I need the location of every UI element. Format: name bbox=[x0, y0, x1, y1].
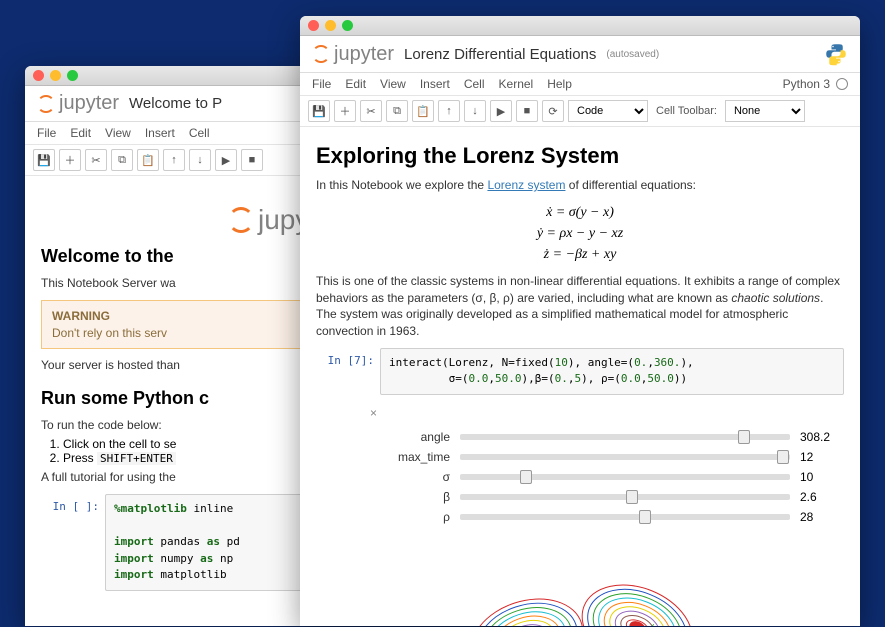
add-cell-button[interactable]: ＋ bbox=[334, 100, 356, 122]
menu-cell[interactable]: Cell bbox=[189, 126, 210, 140]
menubar: File Edit View Insert Cell Kernel Help P… bbox=[300, 73, 860, 96]
zoom-traffic[interactable] bbox=[67, 70, 78, 81]
menu-view[interactable]: View bbox=[380, 77, 406, 91]
intro-text: In this Notebook we explore the Lorenz s… bbox=[316, 177, 844, 194]
autosave-status: (autosaved) bbox=[606, 49, 659, 60]
add-cell-button[interactable]: ＋ bbox=[59, 149, 81, 171]
toolbar: 💾 ＋ ✂ ⧉ 📋 ↑ ↓ ▶ ■ ⟳ Code Cell Toolbar: N… bbox=[300, 96, 860, 127]
slider-track[interactable] bbox=[460, 434, 790, 440]
slider-thumb[interactable] bbox=[639, 510, 651, 524]
minimize-traffic[interactable] bbox=[50, 70, 61, 81]
menu-cell[interactable]: Cell bbox=[464, 77, 485, 91]
run-button[interactable]: ▶ bbox=[490, 100, 512, 122]
up-button[interactable]: ↑ bbox=[163, 149, 185, 171]
save-button[interactable]: 💾 bbox=[308, 100, 330, 122]
run-button[interactable]: ▶ bbox=[215, 149, 237, 171]
close-traffic[interactable] bbox=[33, 70, 44, 81]
slider-value: 308.2 bbox=[800, 430, 844, 444]
menu-file[interactable]: File bbox=[312, 77, 331, 91]
lorenz-link[interactable]: Lorenz system bbox=[487, 178, 565, 192]
restart-button[interactable]: ⟳ bbox=[542, 100, 564, 122]
slider-thumb[interactable] bbox=[520, 470, 532, 484]
cut-button[interactable]: ✂ bbox=[85, 149, 107, 171]
slider-value: 28 bbox=[800, 510, 844, 524]
slider-track[interactable] bbox=[460, 454, 790, 460]
jupyter-logo-text: jupyter bbox=[59, 92, 119, 115]
slider-value: 2.6 bbox=[800, 490, 844, 504]
slider-thumb[interactable] bbox=[777, 450, 789, 464]
jupyter-logo-text: jupyter bbox=[334, 43, 394, 66]
markdown-cell[interactable]: Exploring the Lorenz System In this Note… bbox=[316, 143, 844, 340]
slider-value: 12 bbox=[800, 450, 844, 464]
description-text: This is one of the classic systems in no… bbox=[316, 273, 844, 340]
widget-output: × angle308.2max_time12σ10β2.6ρ28 bbox=[380, 405, 844, 524]
warning-text: Don't rely on this serv bbox=[52, 326, 167, 340]
paste-button[interactable]: 📋 bbox=[412, 100, 434, 122]
slider-label: σ bbox=[380, 470, 450, 484]
lorenz-attractor-plot bbox=[370, 534, 790, 626]
menu-insert[interactable]: Insert bbox=[420, 77, 450, 91]
notebook-title[interactable]: Lorenz Differential Equations bbox=[404, 46, 596, 63]
slider-row-σ: σ 10 bbox=[380, 470, 844, 484]
slider-label: β bbox=[380, 490, 450, 504]
minimize-traffic[interactable] bbox=[325, 20, 336, 31]
kernel-status-icon bbox=[836, 78, 848, 90]
close-widget-icon[interactable]: × bbox=[370, 406, 377, 420]
menu-file[interactable]: File bbox=[37, 126, 56, 140]
titlebar bbox=[300, 16, 860, 36]
equations: ẋ = σ(y − x) ẏ = ρx − y − xz ż = −βz + x… bbox=[316, 202, 844, 265]
zoom-traffic[interactable] bbox=[342, 20, 353, 31]
slider-row-max_time: max_time 12 bbox=[380, 450, 844, 464]
slider-label: angle bbox=[380, 430, 450, 444]
slider-label: ρ bbox=[380, 510, 450, 524]
jupyter-orb-icon bbox=[228, 207, 254, 233]
up-button[interactable]: ↑ bbox=[438, 100, 460, 122]
cell-toolbar-label: Cell Toolbar: bbox=[656, 105, 717, 117]
menu-edit[interactable]: Edit bbox=[70, 126, 91, 140]
cut-button[interactable]: ✂ bbox=[360, 100, 382, 122]
slider-row-angle: angle 308.2 bbox=[380, 430, 844, 444]
menu-view[interactable]: View bbox=[105, 126, 131, 140]
kernel-name: Python 3 bbox=[783, 77, 830, 91]
jupyter-orb-icon bbox=[312, 45, 330, 63]
jupyter-logo: jupyter bbox=[37, 92, 119, 115]
save-button[interactable]: 💾 bbox=[33, 149, 55, 171]
slider-thumb[interactable] bbox=[626, 490, 638, 504]
input-prompt: In [7]: bbox=[316, 348, 380, 395]
slider-track[interactable] bbox=[460, 474, 790, 480]
menu-insert[interactable]: Insert bbox=[145, 126, 175, 140]
input-prompt: In [ ]: bbox=[41, 494, 105, 591]
slider-row-ρ: ρ 28 bbox=[380, 510, 844, 524]
cell-toolbar-select[interactable]: None bbox=[725, 100, 805, 122]
jupyter-logo: jupyter bbox=[312, 43, 394, 66]
paste-button[interactable]: 📋 bbox=[137, 149, 159, 171]
cell-type-select[interactable]: Code bbox=[568, 100, 648, 122]
slider-thumb[interactable] bbox=[738, 430, 750, 444]
slider-value: 10 bbox=[800, 470, 844, 484]
kernel-indicator: Python 3 bbox=[783, 77, 848, 91]
slider-track[interactable] bbox=[460, 494, 790, 500]
slider-row-β: β 2.6 bbox=[380, 490, 844, 504]
jupyter-orb-icon bbox=[37, 95, 55, 113]
copy-button[interactable]: ⧉ bbox=[111, 149, 133, 171]
close-traffic[interactable] bbox=[308, 20, 319, 31]
menu-edit[interactable]: Edit bbox=[345, 77, 366, 91]
stop-button[interactable]: ■ bbox=[241, 149, 263, 171]
page-title: Exploring the Lorenz System bbox=[316, 143, 844, 169]
down-button[interactable]: ↓ bbox=[464, 100, 486, 122]
slider-label: max_time bbox=[380, 450, 450, 464]
code-cell[interactable]: In [7]: interact(Lorenz, N=fixed(10), an… bbox=[316, 348, 844, 395]
code-source[interactable]: interact(Lorenz, N=fixed(10), angle=(0.,… bbox=[380, 348, 844, 395]
down-button[interactable]: ↓ bbox=[189, 149, 211, 171]
header: jupyter Lorenz Differential Equations (a… bbox=[300, 36, 860, 73]
stop-button[interactable]: ■ bbox=[516, 100, 538, 122]
menu-help[interactable]: Help bbox=[547, 77, 572, 91]
notebook-title[interactable]: Welcome to P bbox=[129, 95, 222, 112]
copy-button[interactable]: ⧉ bbox=[386, 100, 408, 122]
slider-track[interactable] bbox=[460, 514, 790, 520]
notebook-content: Exploring the Lorenz System In this Note… bbox=[300, 127, 860, 626]
menu-kernel[interactable]: Kernel bbox=[499, 77, 534, 91]
notebook-window-lorenz: jupyter Lorenz Differential Equations (a… bbox=[300, 16, 860, 626]
python-icon bbox=[824, 42, 848, 66]
